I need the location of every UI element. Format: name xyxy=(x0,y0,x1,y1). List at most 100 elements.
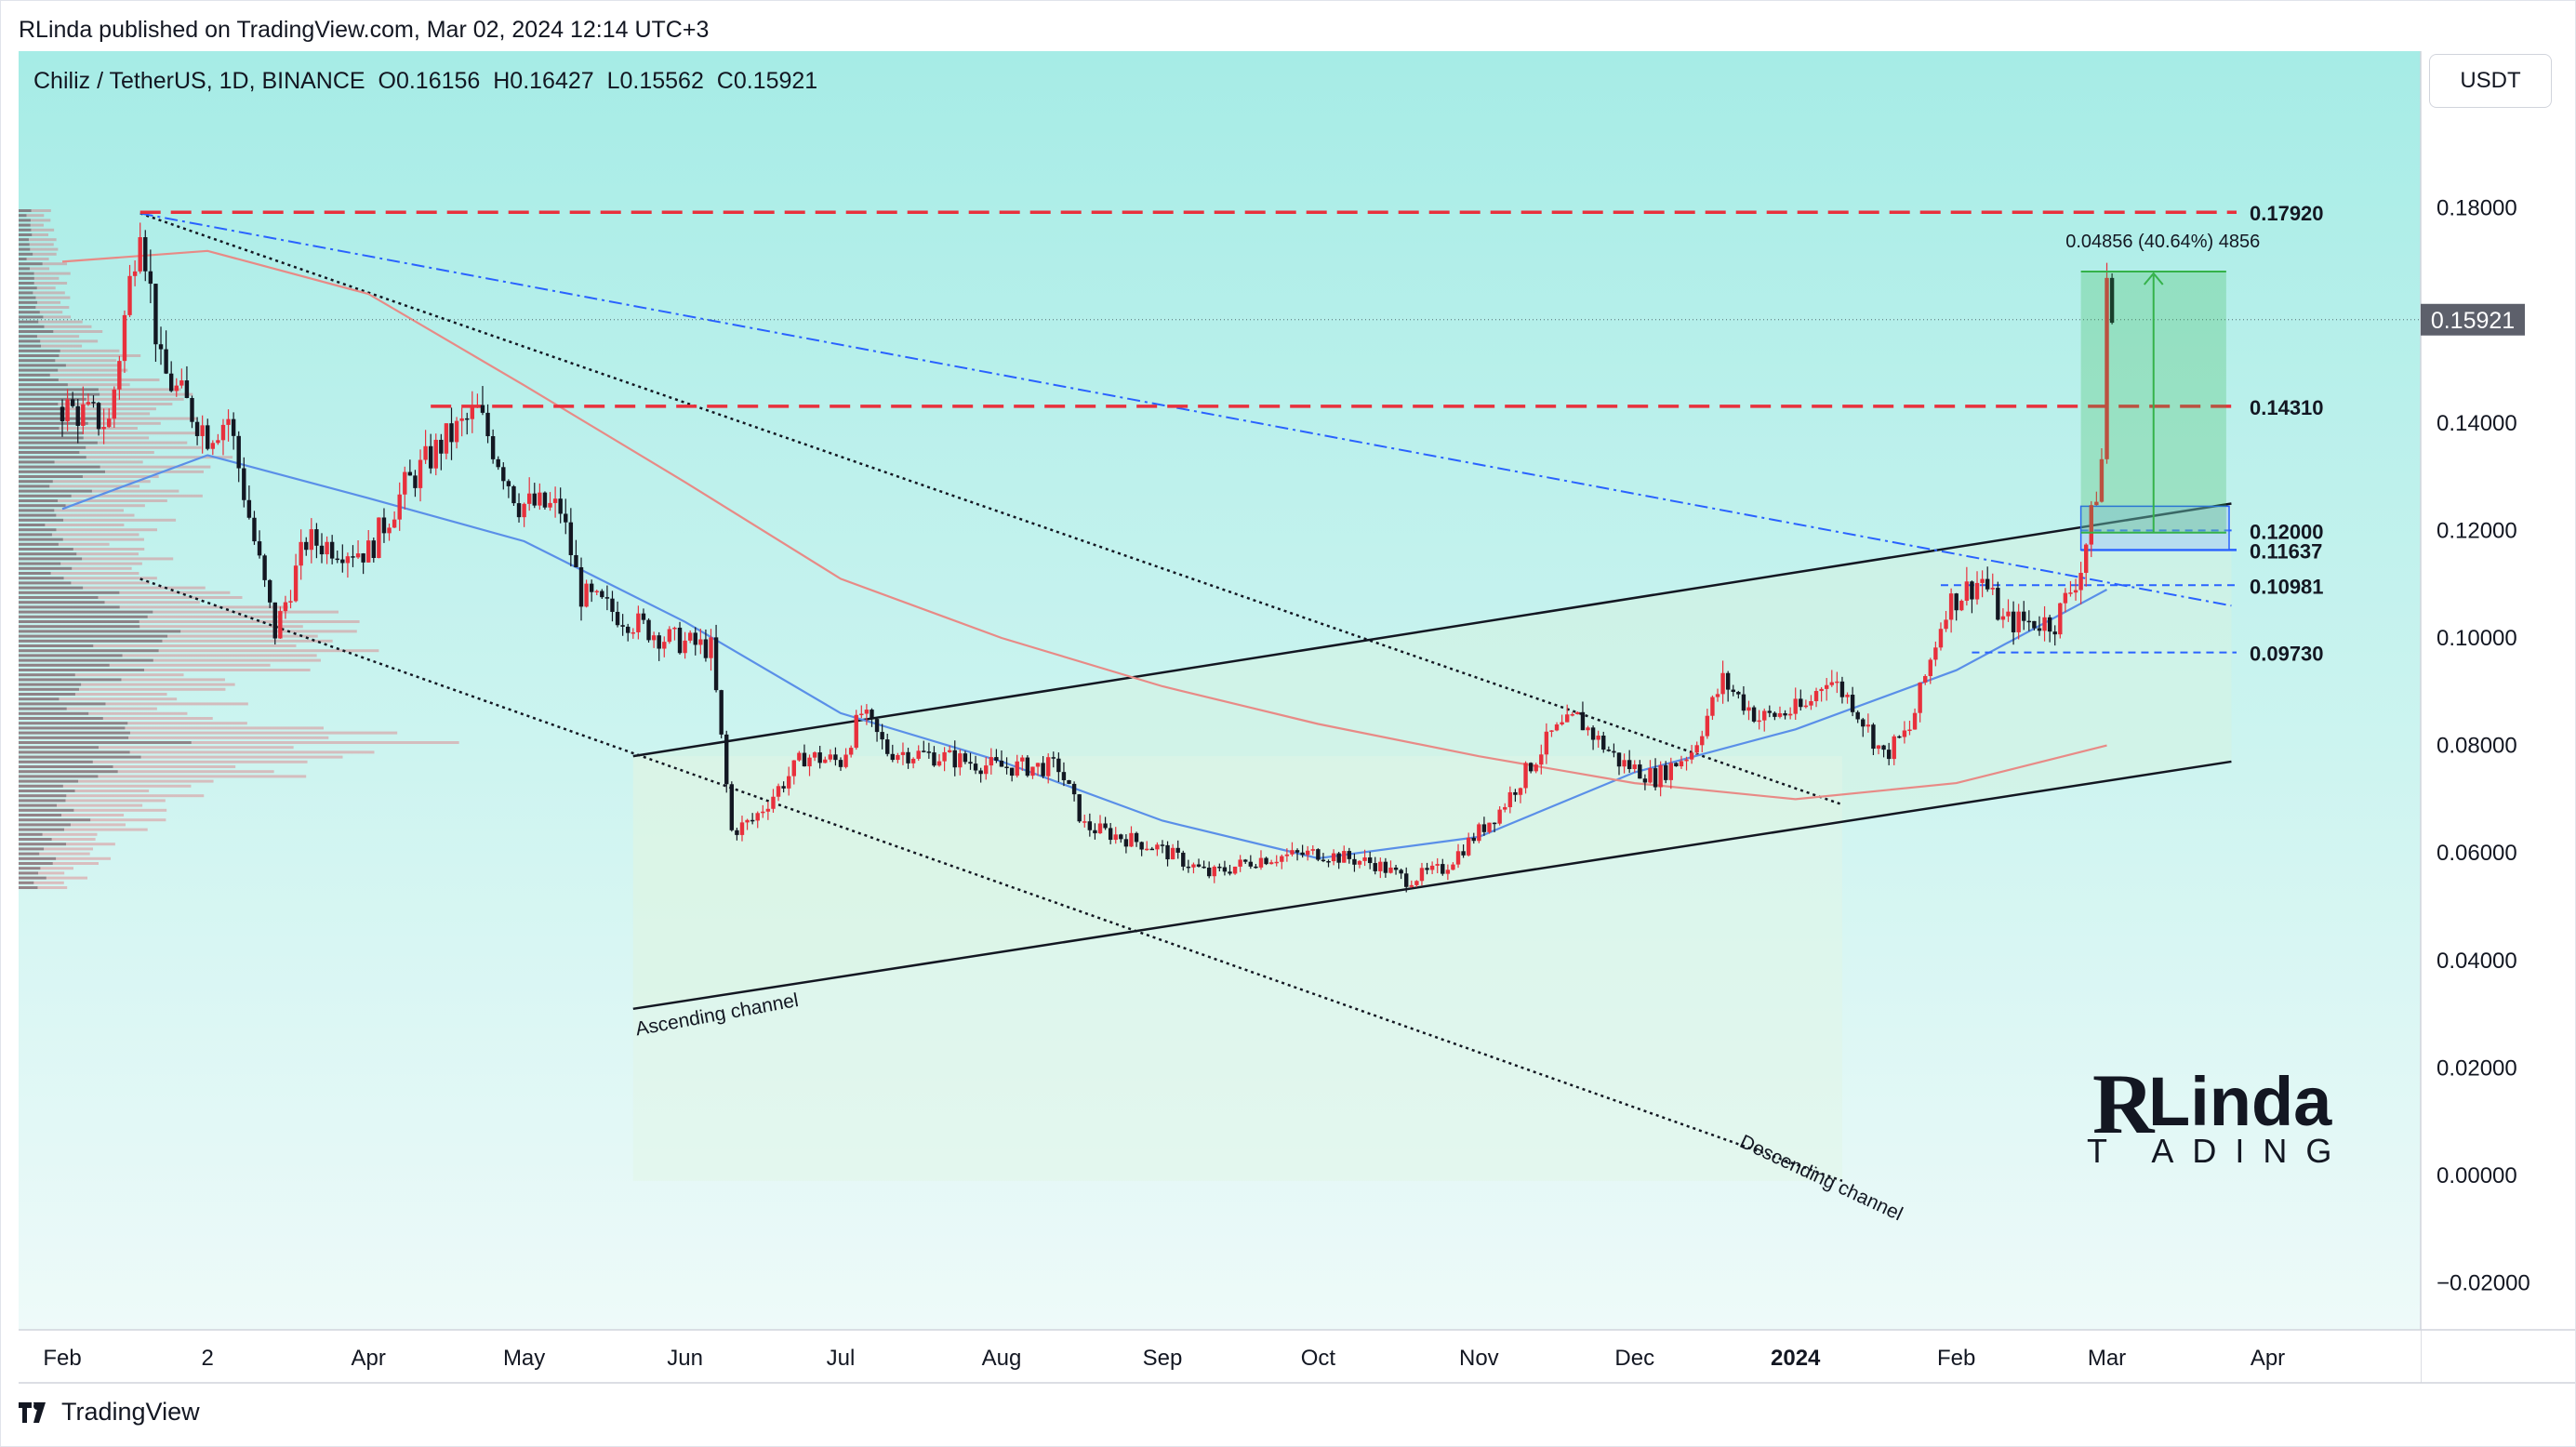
candle xyxy=(101,408,106,445)
candle-body xyxy=(1813,691,1819,702)
volume-profile-bar xyxy=(19,417,97,420)
volume-profile-bar xyxy=(19,610,339,614)
candle xyxy=(1445,864,1451,881)
candle-body xyxy=(1918,682,1922,713)
tradingview-brand: TradingView xyxy=(61,1398,200,1426)
volume-profile-bar xyxy=(19,528,157,532)
volume-profile-bar xyxy=(19,233,33,236)
volume-profile-bar xyxy=(19,407,156,411)
candle xyxy=(194,417,200,445)
candle xyxy=(122,310,127,373)
candle-body xyxy=(470,406,475,419)
candle xyxy=(600,589,604,599)
volume-profile-bar xyxy=(19,504,66,508)
candle xyxy=(1383,857,1388,878)
candle xyxy=(397,482,402,531)
candle xyxy=(1181,850,1186,871)
volume-profile-bar xyxy=(19,658,153,662)
candle xyxy=(278,606,283,639)
candle xyxy=(1139,841,1144,856)
candle xyxy=(1793,687,1798,721)
candle-body xyxy=(2032,620,2037,629)
candle xyxy=(2006,599,2011,622)
candle xyxy=(548,492,552,511)
tradingview-footer[interactable]: TradingView xyxy=(19,1398,200,1427)
candle xyxy=(1850,686,1855,717)
candle xyxy=(1404,867,1409,893)
candle xyxy=(1119,833,1123,843)
candle xyxy=(1441,858,1445,876)
volume-profile-bar xyxy=(19,702,248,706)
candle-body xyxy=(1466,837,1471,856)
volume-profile-bar xyxy=(19,533,139,537)
volume-profile-bar xyxy=(19,867,41,870)
candle xyxy=(1025,755,1030,777)
volume-profile-bar xyxy=(19,876,46,880)
symbol-name[interactable]: Chiliz / TetherUS, 1D, BINANCE xyxy=(33,68,365,94)
candle-body xyxy=(1046,757,1051,777)
candle-body xyxy=(1280,856,1284,862)
candle-body xyxy=(1435,864,1440,866)
volume-profile-bar xyxy=(19,722,247,725)
candle-body xyxy=(1560,722,1564,725)
volume-profile-bar xyxy=(19,219,51,222)
volume-profile-bar xyxy=(19,630,181,633)
candle-body xyxy=(1876,745,1881,750)
candle-body xyxy=(242,468,246,500)
candle xyxy=(1243,858,1248,864)
volume-profile-bar xyxy=(19,639,163,643)
volume-profile-bar xyxy=(19,683,82,686)
candle-body xyxy=(1347,851,1352,859)
candle xyxy=(1093,823,1097,840)
candle xyxy=(1855,710,1860,724)
volume-profile-bar xyxy=(19,524,125,526)
candle xyxy=(1222,860,1228,876)
candle xyxy=(1549,730,1554,737)
volume-profile-bar xyxy=(19,557,174,561)
candle xyxy=(1835,671,1839,694)
candle xyxy=(361,552,365,575)
candle-body xyxy=(1513,791,1518,795)
candle-body xyxy=(127,275,132,315)
candle-body xyxy=(1544,731,1549,755)
candle-body xyxy=(293,565,299,602)
currency-button[interactable]: USDT xyxy=(2429,54,2552,108)
candle-body xyxy=(1767,710,1773,713)
candle-body xyxy=(1103,823,1108,829)
volume-profile-bar xyxy=(19,625,140,629)
volume-profile-bar xyxy=(19,368,59,372)
candle-body xyxy=(1725,672,1731,690)
volume-profile-bar xyxy=(19,770,118,774)
time-tick-label: Apr xyxy=(2251,1346,2285,1371)
candle xyxy=(636,605,641,640)
candle-body xyxy=(226,418,231,425)
candle-body xyxy=(190,398,194,422)
candle xyxy=(864,704,870,725)
candle-body xyxy=(968,762,973,764)
candle-body xyxy=(1373,863,1377,871)
candle-body xyxy=(522,503,526,518)
candle xyxy=(672,626,677,641)
candle xyxy=(1658,761,1663,797)
candle-body xyxy=(942,751,947,762)
volume-profile-bar xyxy=(19,750,130,754)
candle-body xyxy=(2078,572,2083,591)
candle xyxy=(1336,851,1341,870)
volume-profile-bar xyxy=(19,808,167,812)
candle xyxy=(1342,845,1347,863)
candle-body xyxy=(2099,458,2105,502)
candle xyxy=(1170,843,1175,860)
candle xyxy=(812,750,817,762)
candle xyxy=(1523,761,1528,794)
candle-body xyxy=(932,752,936,766)
volume-profile-bar xyxy=(19,828,64,831)
candle-body xyxy=(1601,735,1606,750)
candle xyxy=(1928,657,1932,684)
candle-body xyxy=(548,502,552,508)
candle xyxy=(527,477,532,511)
volume-profile-bar xyxy=(19,673,184,677)
volume-profile-bar xyxy=(19,601,200,604)
candle-body xyxy=(568,522,574,555)
candle-body xyxy=(1300,852,1305,856)
